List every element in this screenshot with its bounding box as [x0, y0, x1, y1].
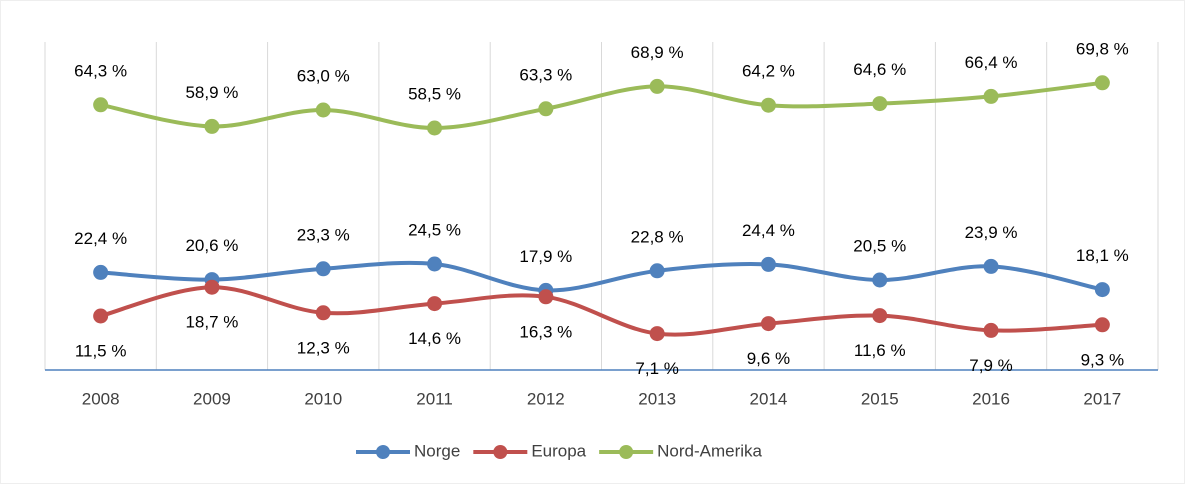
point	[1094, 317, 1110, 333]
data-label: 64,2 %	[742, 62, 795, 81]
point	[983, 258, 999, 274]
x-tick-label: 2011	[416, 389, 453, 408]
data-label: 24,5 %	[408, 220, 461, 239]
data-label: 23,3 %	[297, 225, 350, 244]
series-line	[100, 285, 1103, 337]
data-label: 11,6 %	[854, 341, 906, 360]
data-label: 17,9 %	[519, 247, 572, 266]
point	[427, 120, 443, 136]
data-label: 7,1 %	[635, 359, 678, 378]
series-line	[100, 260, 1103, 293]
point	[872, 96, 888, 112]
point	[93, 97, 109, 113]
data-label: 69,8 %	[1076, 39, 1129, 58]
data-label: 58,9 %	[185, 83, 238, 102]
data-label: 16,3 %	[519, 322, 572, 341]
x-tick-label: 2016	[972, 389, 1010, 408]
point	[427, 256, 443, 272]
point	[427, 296, 443, 312]
point	[93, 264, 109, 280]
legend-marker	[376, 445, 390, 459]
point	[538, 289, 554, 305]
point	[872, 308, 888, 324]
data-label: 63,3 %	[519, 65, 572, 84]
data-label: 24,4 %	[742, 221, 795, 240]
point	[760, 316, 776, 332]
legend-marker	[619, 445, 634, 459]
data-label: 64,3 %	[74, 61, 127, 80]
x-tick-label: 2008	[82, 389, 120, 408]
point	[1094, 282, 1110, 298]
data-label: 18,1 %	[1076, 246, 1129, 265]
data-label: 66,4 %	[965, 53, 1018, 72]
x-tick-label: 2015	[861, 389, 899, 408]
point	[538, 101, 554, 117]
data-label: 11,5 %	[75, 341, 127, 360]
data-label: 9,3 %	[1081, 350, 1124, 369]
data-label: 58,5 %	[408, 84, 461, 103]
point	[760, 256, 776, 272]
point	[315, 305, 331, 321]
legend-marker	[493, 445, 508, 459]
point	[204, 118, 220, 134]
x-tick-label: 2009	[193, 389, 231, 408]
data-label: 20,6 %	[185, 236, 238, 255]
legend-label: Europa	[531, 441, 586, 460]
data-label: 14,6 %	[408, 329, 461, 348]
point	[649, 78, 665, 94]
data-label: 20,5 %	[853, 236, 906, 255]
point	[315, 102, 331, 118]
point	[649, 263, 665, 279]
data-label: 23,9 %	[965, 223, 1018, 242]
legend-label: Norge	[414, 441, 460, 460]
x-tick-label: 2017	[1083, 389, 1121, 408]
x-tick-label: 2010	[304, 389, 342, 408]
legend-label: Nord-Amerika	[657, 441, 762, 460]
point	[872, 272, 888, 288]
data-label: 64,6 %	[853, 60, 906, 79]
point	[760, 97, 776, 113]
point	[649, 326, 665, 342]
point	[983, 88, 999, 104]
data-label: 9,6 %	[747, 349, 790, 368]
data-label: 7,9 %	[969, 356, 1012, 375]
data-label: 68,9 %	[631, 43, 684, 62]
x-tick-label: 2012	[527, 389, 565, 408]
point	[93, 308, 109, 324]
x-tick-label: 2014	[750, 389, 788, 408]
point	[983, 322, 999, 338]
data-label: 12,3 %	[297, 338, 350, 357]
data-label: 22,8 %	[631, 227, 684, 246]
point	[204, 279, 220, 295]
data-label: 63,0 %	[297, 66, 350, 85]
point	[315, 261, 331, 277]
data-label: 18,7 %	[185, 313, 238, 332]
series-line	[100, 80, 1103, 131]
x-tick-label: 2013	[638, 389, 676, 408]
point	[1094, 75, 1110, 91]
data-label: 22,4 %	[74, 229, 127, 248]
